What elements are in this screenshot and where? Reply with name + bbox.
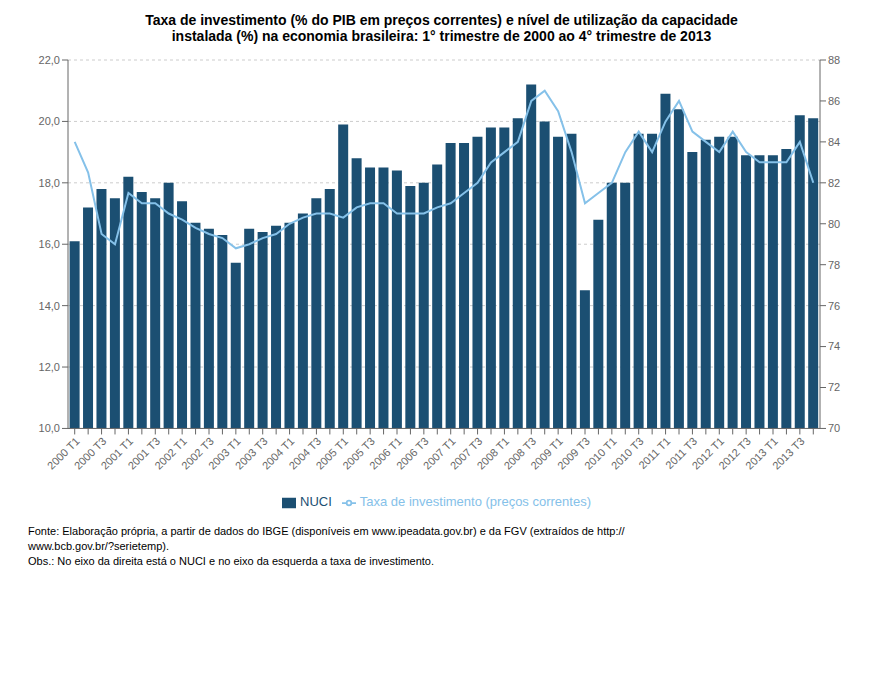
svg-text:2004 T3: 2004 T3 [286, 434, 324, 472]
svg-text:2003 T3: 2003 T3 [232, 434, 270, 472]
svg-text:2005 T3: 2005 T3 [340, 434, 378, 472]
svg-text:2001 T1: 2001 T1 [98, 434, 136, 472]
svg-text:86: 86 [828, 95, 840, 107]
svg-text:2009 T1: 2009 T1 [528, 434, 566, 472]
svg-text:2007 T3: 2007 T3 [447, 434, 485, 472]
svg-text:84: 84 [828, 136, 840, 148]
svg-text:2007 T1: 2007 T1 [420, 434, 458, 472]
svg-text:2009 T3: 2009 T3 [555, 434, 592, 472]
svg-text:20,0: 20,0 [39, 115, 60, 127]
svg-text:2008 T3: 2008 T3 [501, 434, 539, 472]
html-text:Taxa de investimento (preços c: Taxa de investimento (preços correntes) [359, 494, 591, 510]
svg-text:18,0: 18,0 [39, 177, 60, 189]
html-text:NUCI: NUCI [300, 494, 332, 510]
svg-text:2011 T1: 2011 T1 [636, 434, 673, 472]
svg-text:22,0: 22,0 [39, 54, 60, 66]
svg-text:14,0: 14,0 [39, 300, 60, 312]
html-text:Taxa de investimento (% do PIB: Taxa de investimento (% do PIB em preços… [145, 12, 738, 44]
html-text:Fonte: Elaboração própria, a p: Fonte: Elaboração própria, a partir de d… [28, 525, 625, 567]
svg-text:72: 72 [828, 381, 840, 393]
svg-text:88: 88 [828, 54, 840, 66]
svg-text:82: 82 [828, 177, 840, 189]
svg-text:2003 T1: 2003 T1 [205, 434, 243, 472]
svg-text:2000 T1: 2000 T1 [44, 434, 82, 472]
svg-text:2001 T3: 2001 T3 [125, 434, 163, 472]
svg-text:2010 T3: 2010 T3 [608, 434, 646, 472]
svg-text:2004 T1: 2004 T1 [259, 434, 297, 472]
svg-text:2012 T3: 2012 T3 [716, 434, 754, 472]
svg-text:2005 T1: 2005 T1 [313, 434, 351, 472]
svg-text:78: 78 [828, 259, 840, 271]
svg-text:76: 76 [828, 300, 840, 312]
svg-text:2006 T3: 2006 T3 [393, 434, 431, 472]
svg-text:74: 74 [828, 340, 840, 352]
svg-text:2013 T3: 2013 T3 [770, 435, 807, 472]
svg-text:2006 T1: 2006 T1 [367, 434, 404, 472]
svg-text:2002 T1: 2002 T1 [152, 434, 190, 472]
svg-text:2012 T1: 2012 T1 [689, 434, 727, 472]
svg-text:2010 T1: 2010 T1 [581, 434, 619, 472]
svg-text:2011 T3: 2011 T3 [663, 434, 700, 472]
svg-text:10,0: 10,0 [39, 422, 60, 434]
svg-text:2000 T3: 2000 T3 [71, 434, 109, 472]
svg-text:80: 80 [828, 218, 840, 230]
svg-text:70: 70 [828, 422, 840, 434]
svg-text:16,0: 16,0 [39, 238, 60, 250]
svg-text:2002 T3: 2002 T3 [179, 434, 216, 472]
svg-text:12,0: 12,0 [39, 361, 60, 373]
svg-text:2008 T1: 2008 T1 [474, 434, 512, 472]
svg-text:2013 T1: 2013 T1 [743, 434, 780, 472]
